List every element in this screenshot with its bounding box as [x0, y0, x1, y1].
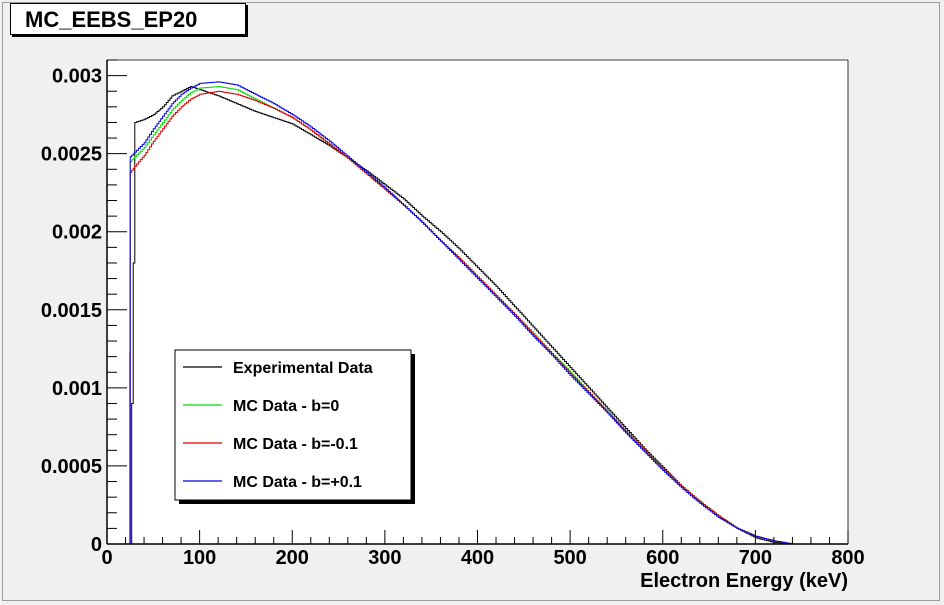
x-tick-label: 700	[739, 547, 772, 569]
y-tick-label: 0.0005	[41, 456, 102, 478]
y-tick-label: 0.0025	[41, 144, 102, 166]
x-tick-label: 0	[101, 547, 112, 569]
series-layer	[129, 81, 802, 545]
x-tick-label: 400	[461, 547, 494, 569]
legend-label-1: Experimental Data	[233, 360, 373, 377]
legend-label-2: MC Data - b=0	[233, 398, 339, 415]
y-tick-label: 0.001	[52, 378, 102, 400]
legend-box	[174, 349, 412, 501]
legend: Experimental Data MC Data - b=0 MC Data - …	[174, 349, 415, 504]
series-line-4	[129, 81, 802, 545]
x-axis-title: Electron Energy (keV)	[640, 570, 848, 592]
histogram-title: MC_EEBS_EP20	[10, 3, 246, 35]
x-tick-label: 600	[646, 547, 679, 569]
ticks-layer: 0 100 200 300 400 500 600 700 800 0 0.0005 0.001 0.0…	[41, 59, 865, 569]
legend-label-4: MC Data - b=+0.1	[233, 474, 362, 491]
x-tick-label: 500	[553, 547, 586, 569]
x-tick-label: 800	[831, 547, 864, 569]
y-tick-label: 0.003	[52, 66, 102, 88]
legend-label-3: MC Data - b=-0.1	[233, 436, 358, 453]
legend-items: Experimental Data MC Data - b=0 MC Data - …	[183, 360, 373, 491]
y-tick-label: 0.0015	[41, 300, 102, 322]
y-tick-label: 0	[91, 534, 102, 556]
y-tick-label: 0.002	[52, 222, 102, 244]
x-tick-label: 100	[183, 547, 216, 569]
x-tick-label: 300	[368, 547, 401, 569]
x-tick-label: 200	[276, 547, 309, 569]
